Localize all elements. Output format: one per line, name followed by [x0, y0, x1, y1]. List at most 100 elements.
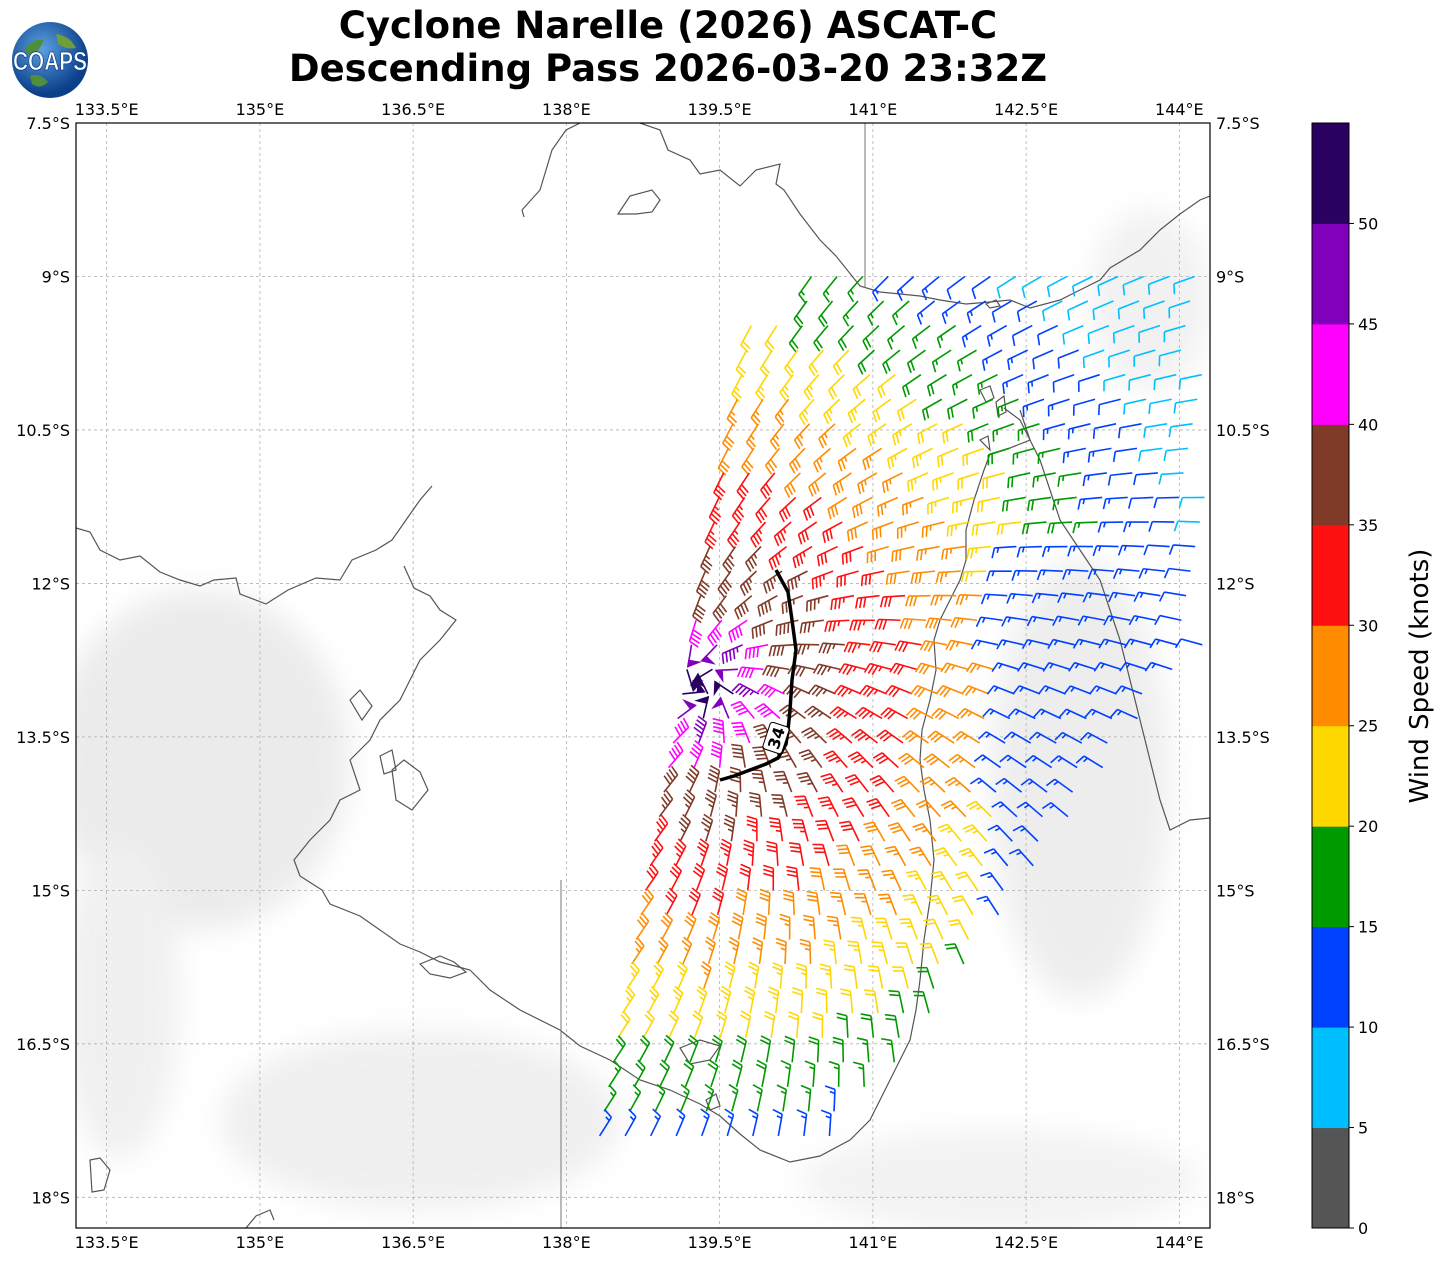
wind-barb [750, 521, 767, 548]
wind-barb [1067, 300, 1089, 321]
wind-barb [877, 374, 896, 399]
wind-barb [996, 521, 1022, 536]
wind-barb [966, 300, 987, 324]
lat-tick-label-left: 12°S [31, 574, 70, 593]
wind-barb [1123, 638, 1152, 649]
lon-tick-label-bottom: 136.5°E [381, 1233, 445, 1252]
wind-barb [1067, 545, 1094, 557]
wind-barb [1052, 615, 1080, 627]
wind-barb [1168, 423, 1193, 438]
wind-barb [827, 496, 848, 520]
wind-barb [823, 750, 848, 769]
wind-barb [1144, 661, 1173, 672]
wind-barb [894, 640, 922, 653]
colorbar-segment [1312, 323, 1349, 425]
wind-barb [608, 1059, 622, 1088]
wind-barb [656, 936, 669, 965]
wind-barb [779, 913, 791, 940]
colorbar-segment [1312, 926, 1349, 1028]
map-plot-area: 34 [76, 123, 1210, 1228]
wind-barb [1077, 373, 1100, 392]
wind-barb [1037, 324, 1059, 346]
wind-barb [1007, 708, 1036, 720]
wind-barb [707, 1059, 719, 1088]
wind-barb [962, 824, 988, 842]
wind-barb [871, 941, 888, 965]
wind-barb [717, 570, 733, 598]
wind-barb [1011, 324, 1033, 347]
wind-barb [891, 300, 910, 326]
wind-barb [863, 662, 892, 675]
wind-barb [919, 776, 946, 793]
wind-barb [969, 777, 997, 793]
lat-tick-label-left: 18°S [31, 1188, 70, 1207]
wind-barb [899, 918, 919, 940]
wind-barb [734, 595, 753, 620]
wind-barb [685, 764, 700, 793]
wind-barb [598, 1108, 613, 1137]
wind-barb [972, 398, 994, 419]
wind-barb [689, 740, 704, 768]
wind-barb [1002, 373, 1024, 395]
wind-barb [1031, 592, 1059, 604]
wind-barb [731, 497, 746, 525]
wind-barb [669, 863, 683, 891]
wind-barb [851, 728, 878, 744]
wind-barb [839, 820, 860, 842]
wind-barb [1143, 423, 1168, 438]
wind-barb [663, 1034, 675, 1063]
wind-barb [786, 865, 800, 891]
wind-barb [919, 639, 948, 652]
wind-barb [1112, 568, 1140, 580]
colorbar-segment [1312, 223, 1349, 325]
lon-tick-label-bottom: 135°E [236, 1233, 285, 1252]
wind-barb [784, 349, 799, 377]
title-line-1: Cyclone Narelle (2026) ASCAT-C [338, 4, 998, 47]
wind-barb [713, 472, 726, 501]
wind-barb [638, 1034, 651, 1063]
wind-barb [879, 594, 906, 608]
wind-barb [1045, 778, 1074, 793]
wind-barb [884, 845, 907, 867]
wind-barb [813, 447, 831, 473]
wind-barb [909, 846, 932, 867]
lat-tick-label-left: 10.5°S [16, 421, 70, 440]
wind-barb [882, 349, 901, 374]
wind-barb [799, 938, 812, 965]
lat-tick-label-right: 18°S [1216, 1188, 1255, 1207]
wind-barb [948, 753, 976, 769]
wind-barb [982, 472, 1005, 490]
wind-barb [891, 545, 915, 562]
wind-barb [1046, 521, 1073, 534]
wind-barb [958, 847, 983, 867]
wind-barb [798, 749, 823, 769]
lat-tick-label-right: 10.5°S [1216, 421, 1270, 440]
wind-barb [617, 1010, 631, 1039]
wind-barb [735, 887, 748, 916]
wind-barb [806, 594, 829, 612]
wind-barb [633, 1059, 646, 1088]
wind-barb [976, 895, 1000, 916]
wind-barb [999, 754, 1027, 769]
wind-barb [672, 717, 690, 744]
wind-barb [951, 373, 973, 396]
wind-barb [1143, 300, 1165, 319]
wind-barb [788, 447, 806, 474]
lon-tick-label-top: 136.5°E [381, 100, 445, 119]
wind-barb [722, 423, 735, 452]
wind-barb [736, 472, 750, 500]
wind-barb [802, 496, 822, 521]
wind-barb [1173, 398, 1198, 414]
wind-barb [700, 1108, 710, 1137]
state-borders [560, 123, 866, 1228]
wind-barb [707, 911, 721, 940]
wind-barb [1112, 447, 1138, 463]
wind-barb [1058, 708, 1087, 720]
wind-barb [711, 1034, 723, 1063]
wind-barb [1173, 520, 1200, 532]
coast-gulf-west [76, 407, 1031, 1163]
wind-barb [837, 447, 857, 472]
coast-new-guinea [521, 123, 1210, 309]
wind-barb [1163, 324, 1186, 343]
